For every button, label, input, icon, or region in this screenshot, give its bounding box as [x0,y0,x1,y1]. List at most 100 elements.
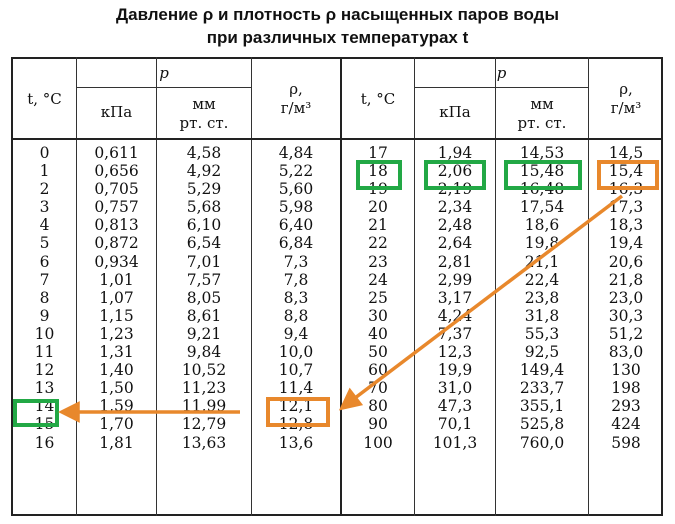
table-cell: 3,17 [437,288,473,307]
table-cell: 9,84 [186,343,222,362]
table-cell: 23 [368,252,388,271]
table-cell: 4,24 [437,306,473,325]
header-mm: мм [192,95,216,113]
table-cell: 12,3 [437,343,473,362]
table-cell: 2,64 [437,234,473,253]
table-cell: 18,6 [524,216,560,235]
table-cell: 4,92 [186,162,222,181]
table-cell: 293 [611,397,641,416]
table-cell: 19,4 [608,234,644,253]
table-cell: 15,48 [519,162,565,181]
table-cell: 31,8 [524,306,560,325]
header-t: t, °C [360,90,396,108]
header-rho: ρ, [619,80,633,98]
table-cell: 14,5 [608,144,644,162]
table-cell: 4,84 [278,144,314,162]
table-cell: 19,9 [437,361,473,380]
table-cell: 760,0 [519,433,565,452]
divider [251,57,252,516]
table-cell: 47,3 [437,397,473,416]
column-pressure-mmhg: 14,53 15,48 16,48 17,54 18,6 19,8 21,1 22,4 23,8… [496,144,588,452]
table-cell: 6,54 [186,234,222,253]
table-cell: 424 [611,415,641,434]
table-cell: 0,757 [94,198,139,217]
table-cell: 21,1 [524,252,560,271]
table-frame [11,57,663,516]
table-cell: 0,611 [94,144,139,162]
table-cell: 14,53 [519,144,565,162]
table-cell: 7,01 [186,252,222,271]
table-cell: 0 [39,144,50,162]
divider [414,57,415,516]
table-cell: 1,15 [99,306,134,325]
table-cell: 92,5 [524,343,560,362]
table-cell: 101,3 [432,433,478,452]
header-t: t, °C [27,90,62,108]
table-cell: 5,29 [186,180,222,199]
table-cell: 5,60 [278,180,314,199]
table-cell: 21,8 [608,270,644,289]
table-cell: 13,6 [278,433,314,452]
table-cell: 1,40 [99,361,134,380]
table-cell: 1,23 [99,324,134,343]
table-cell: 20,6 [608,252,644,271]
table-cell: 8,3 [283,288,309,307]
header-kpa: кПа [100,103,133,121]
table-cell: 8,05 [186,288,222,307]
table-cell: 23,8 [524,288,560,307]
header-kpa: кПа [439,103,471,121]
table-cell: 2,34 [437,198,473,217]
table-cell: 5,68 [186,198,222,217]
table-cell: 6,10 [186,216,222,235]
table-cell: 9,4 [283,324,309,343]
table-cell: 21 [368,216,388,235]
table-cell: 0,705 [94,180,139,199]
divider [588,57,589,516]
table-cell: 8,8 [283,306,309,325]
highlight-box [356,160,402,190]
table-cell: 11,4 [278,379,314,398]
table-cell: 10,0 [278,343,314,362]
table-cell: 2,06 [437,162,473,181]
header-mm-unit: рт. ст. [179,114,229,132]
table-cell: 0,872 [94,234,139,253]
table-cell: 50 [368,343,388,362]
table-cell: 1,31 [99,343,134,362]
arrow-head [58,401,80,423]
table-cell: 2,48 [437,216,473,235]
table-cell: 10 [34,324,55,343]
table-cell: 17,54 [519,198,565,217]
divider [156,57,157,516]
table-cell: 355,1 [519,397,565,416]
table-cell: 90 [368,415,388,434]
table-cell: 0,934 [94,252,139,271]
table-cell: 1 [39,162,50,181]
table-cell: 2 [39,180,50,199]
table-cell: 1,07 [99,288,134,307]
table-cell: 3 [39,198,50,217]
table-cell: 5,98 [278,198,314,217]
table-cell: 13,63 [181,433,227,452]
highlight-box [266,397,330,427]
table-cell: 55,3 [524,324,560,343]
table-cell: 11 [34,343,55,362]
highlight-box [504,160,582,190]
divider [414,87,588,88]
divider [76,57,77,516]
table-cell: 40 [368,324,388,343]
arrow-line [353,194,624,400]
table-cell: 1,01 [99,270,134,289]
table-cell: 11,23 [181,379,227,398]
table-cell: 12,79 [181,415,227,434]
table-cell: 233,7 [519,379,565,398]
table-cell: 1,81 [99,433,134,452]
header-mm-unit: рт. ст. [517,114,567,132]
column-temperature: 0 1 2 3 4 5 6 7 8 9 10 11 12 13 14 15 16 [13,144,76,452]
divider [340,57,342,516]
header-p: p [496,64,507,82]
table-cell: 23,0 [608,288,644,307]
header-mm: мм [530,95,554,113]
table-cell: 17,3 [608,198,644,217]
table-cell: 6 [39,252,50,271]
